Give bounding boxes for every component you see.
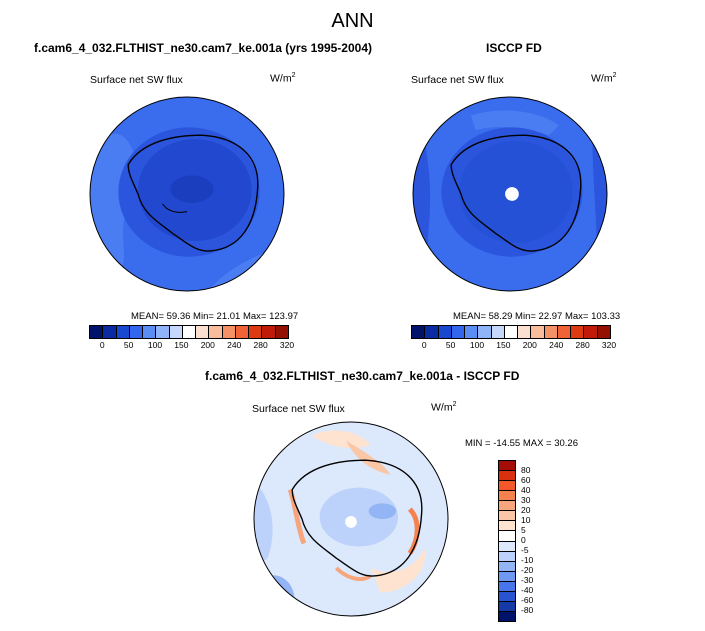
- colorbar-tick-label: 200: [200, 340, 215, 350]
- colorbar-tick-label: 100: [469, 340, 485, 350]
- colorbar-tick-label: 150: [496, 340, 511, 350]
- colorbar-swatch: [116, 326, 130, 338]
- colorbar-tick-label: 200: [522, 340, 537, 350]
- colorbar-swatch: [499, 481, 515, 492]
- colorbar-swatch: [499, 571, 515, 582]
- colorbar-swatch: [275, 326, 288, 338]
- colorbar-swatch: [499, 461, 515, 472]
- colorbar-swatch: [557, 326, 572, 338]
- colorbar-swatch: [182, 326, 197, 338]
- colorbar-tick-label: -5: [521, 545, 529, 555]
- colorbar-tick-label: 280: [575, 340, 590, 350]
- colorbar-panel-3: [498, 460, 516, 622]
- colorbar-swatch: [499, 491, 515, 502]
- panel-2-title: ISCCP FD: [486, 41, 542, 55]
- colorbar-tick-label: 20: [521, 505, 531, 515]
- main-title: ANN: [331, 10, 374, 32]
- colorbar-tick-label: 10: [521, 515, 531, 525]
- colorbar-swatch: [465, 326, 479, 338]
- colorbar-swatch: [235, 326, 250, 338]
- colorbar-tick-label: 320: [601, 340, 617, 350]
- colorbar-swatch: [129, 326, 144, 338]
- colorbar-swatch: [438, 326, 452, 338]
- colorbar-swatch: [196, 326, 210, 338]
- panel-1-units: W/m2: [270, 72, 296, 85]
- map-panel-2: [412, 96, 608, 292]
- colorbar-tick-label: -40: [521, 585, 534, 595]
- panel-1-title: f.cam6_4_032.FLTHIST_ne30.cam7_ke.001a (…: [34, 41, 372, 55]
- panel-2-stats: MEAN= 58.29 Min= 22.97 Max= 103.33: [453, 311, 621, 322]
- colorbar-swatch: [499, 471, 515, 482]
- colorbar-swatch: [584, 326, 598, 338]
- colorbar-swatch: [499, 601, 515, 612]
- colorbar-swatch: [499, 541, 515, 552]
- colorbar-tick-label: -30: [521, 575, 534, 585]
- colorbar-tick-label: 240: [549, 340, 564, 350]
- colorbar-swatch: [597, 326, 610, 338]
- colorbar-tick-label: 40: [521, 485, 531, 495]
- colorbar-tick-label: -20: [521, 565, 534, 575]
- colorbar-panel-2-labels: 0 50 100 150 200 240 280 320: [411, 340, 616, 352]
- colorbar-swatch: [103, 326, 117, 338]
- colorbar-tick-label: 80: [521, 465, 531, 475]
- colorbar-tick-label: 0: [521, 535, 526, 545]
- colorbar-tick-label: 320: [279, 340, 295, 350]
- map-panel-1: [89, 96, 285, 292]
- map-panel-3: [253, 421, 449, 617]
- colorbar-swatch: [499, 561, 515, 572]
- colorbar-tick-label: -10: [521, 555, 534, 565]
- colorbar-panel-1: [89, 325, 289, 339]
- colorbar-tick-label: 60: [521, 475, 531, 485]
- colorbar-panel-2: [411, 325, 611, 339]
- colorbar-tick-label: -60: [521, 595, 534, 605]
- colorbar-tick-label: 0: [421, 340, 427, 350]
- colorbar-swatch: [143, 326, 157, 338]
- colorbar-swatch: [499, 521, 515, 532]
- colorbar-swatch: [499, 611, 515, 621]
- panel-3-variable: Surface net SW flux: [252, 403, 345, 415]
- colorbar-swatch: [169, 326, 183, 338]
- colorbar-swatch: [518, 326, 532, 338]
- colorbar-tick-label: -80: [521, 605, 534, 615]
- colorbar-swatch: [499, 581, 515, 592]
- colorbar-swatch: [412, 326, 426, 338]
- panel-1-stats: MEAN= 59.36 Min= 21.01 Max= 123.97: [131, 311, 299, 322]
- colorbar-swatch: [249, 326, 263, 338]
- colorbar-swatch: [156, 326, 170, 338]
- colorbar-swatch: [544, 326, 558, 338]
- colorbar-tick-label: 150: [174, 340, 189, 350]
- colorbar-panel-3-labels: 80 60 40 30 20 10 5 0 -5 -10 -20 -30 -40 -60 -80: [521, 460, 561, 620]
- colorbar-tick-label: 240: [227, 340, 242, 350]
- colorbar-tick-label: 5: [521, 525, 526, 535]
- colorbar-panel-1-labels: 0 50 100 150 200 240 280 320: [89, 340, 294, 352]
- colorbar-swatch: [531, 326, 545, 338]
- colorbar-swatch: [504, 326, 519, 338]
- colorbar-swatch: [571, 326, 585, 338]
- colorbar-swatch: [451, 326, 466, 338]
- colorbar-swatch: [425, 326, 439, 338]
- colorbar-tick-label: 100: [147, 340, 163, 350]
- colorbar-swatch: [499, 501, 515, 512]
- colorbar-tick-label: 280: [253, 340, 268, 350]
- colorbar-swatch: [499, 591, 515, 602]
- colorbar-tick-label: 50: [445, 340, 456, 350]
- colorbar-swatch: [499, 551, 515, 562]
- colorbar-swatch: [491, 326, 505, 338]
- colorbar-tick-label: 50: [123, 340, 134, 350]
- colorbar-swatch: [90, 326, 104, 338]
- panel-1-variable: Surface net SW flux: [90, 74, 183, 86]
- colorbar-tick-label: 0: [99, 340, 105, 350]
- colorbar-swatch: [262, 326, 276, 338]
- colorbar-swatch: [499, 531, 515, 542]
- panel-3-title: f.cam6_4_032.FLTHIST_ne30.cam7_ke.001a -…: [205, 369, 520, 383]
- colorbar-swatch: [478, 326, 492, 338]
- panel-2-units: W/m2: [591, 72, 617, 85]
- colorbar-tick-label: 30: [521, 495, 531, 505]
- colorbar-swatch: [499, 511, 515, 522]
- panel-2-variable: Surface net SW flux: [411, 74, 504, 86]
- panel-3-stats: MIN = -14.55 MAX = 30.26: [465, 438, 579, 449]
- colorbar-swatch: [209, 326, 223, 338]
- colorbar-swatch: [222, 326, 236, 338]
- panel-3-units: W/m2: [431, 401, 457, 414]
